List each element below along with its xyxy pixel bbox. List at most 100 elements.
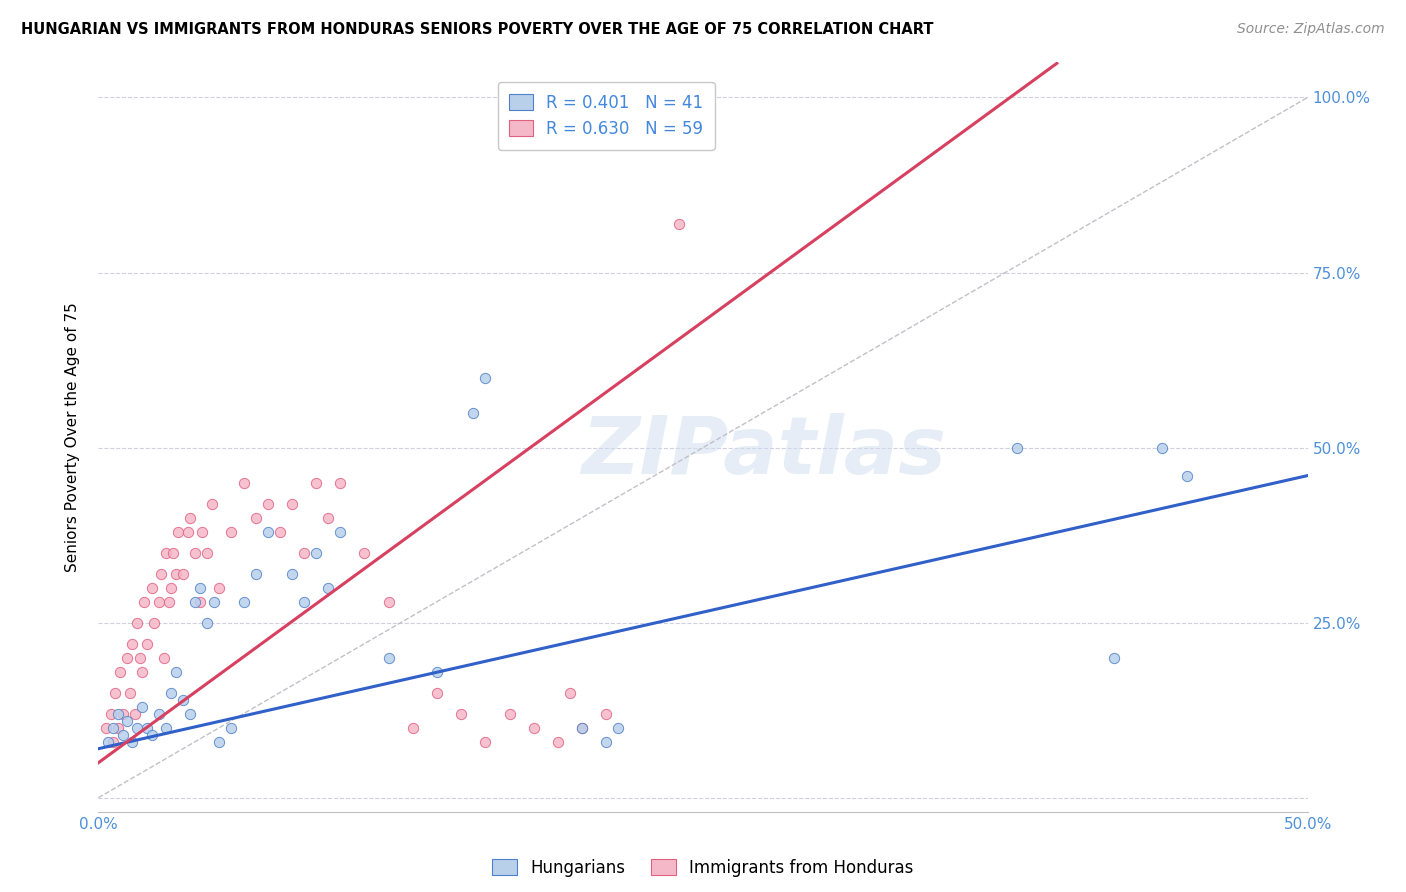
Point xyxy=(195,615,218,630)
Point xyxy=(150,566,173,581)
Point xyxy=(127,615,149,630)
Legend: Hungarians, Immigrants from Honduras: Hungarians, Immigrants from Honduras xyxy=(486,853,920,884)
Point xyxy=(104,686,127,700)
Point xyxy=(162,546,184,560)
Point xyxy=(177,524,200,539)
Point xyxy=(426,665,449,679)
Point xyxy=(135,637,157,651)
Point xyxy=(188,594,211,608)
Point xyxy=(377,650,399,665)
Point xyxy=(281,497,304,511)
Point xyxy=(100,706,122,721)
Point xyxy=(141,728,163,742)
Point xyxy=(135,721,157,735)
Point xyxy=(134,594,156,608)
Point xyxy=(131,665,153,679)
Point xyxy=(292,546,315,560)
Point xyxy=(101,734,124,748)
Text: HUNGARIAN VS IMMIGRANTS FROM HONDURAS SENIORS POVERTY OVER THE AGE OF 75 CORRELA: HUNGARIAN VS IMMIGRANTS FROM HONDURAS SE… xyxy=(21,22,934,37)
Point xyxy=(523,721,546,735)
Point xyxy=(1007,441,1029,455)
Point xyxy=(118,686,141,700)
Point xyxy=(221,524,243,539)
Point xyxy=(256,524,278,539)
Point xyxy=(232,594,254,608)
Point xyxy=(245,510,267,524)
Point xyxy=(305,475,328,490)
Point xyxy=(377,594,399,608)
Point xyxy=(107,721,129,735)
Point xyxy=(121,734,143,748)
Point xyxy=(547,734,569,748)
Point xyxy=(117,714,139,728)
Point xyxy=(571,721,593,735)
Point xyxy=(463,406,485,420)
Point xyxy=(155,546,177,560)
Point xyxy=(232,475,254,490)
Point xyxy=(172,692,194,706)
Point xyxy=(245,566,267,581)
Point xyxy=(195,546,218,560)
Point xyxy=(148,706,170,721)
Point xyxy=(167,524,190,539)
Point xyxy=(474,370,496,384)
Point xyxy=(607,721,630,735)
Point xyxy=(131,699,153,714)
Point xyxy=(595,706,617,721)
Point xyxy=(148,594,170,608)
Point xyxy=(107,706,129,721)
Point xyxy=(124,706,146,721)
Point xyxy=(160,686,183,700)
Point xyxy=(143,615,166,630)
Point xyxy=(316,510,339,524)
Point xyxy=(221,721,243,735)
Point xyxy=(1102,650,1125,665)
Point xyxy=(97,734,120,748)
Point xyxy=(111,728,134,742)
Text: Source: ZipAtlas.com: Source: ZipAtlas.com xyxy=(1237,22,1385,37)
Point xyxy=(668,217,690,231)
Point xyxy=(184,546,207,560)
Point xyxy=(157,594,180,608)
Point xyxy=(128,650,150,665)
Point xyxy=(165,566,187,581)
Point xyxy=(208,734,231,748)
Point xyxy=(184,594,207,608)
Point xyxy=(1175,468,1198,483)
Point xyxy=(101,721,124,735)
Point xyxy=(305,546,328,560)
Point xyxy=(498,706,520,721)
Point xyxy=(111,706,134,721)
Point xyxy=(269,524,291,539)
Point xyxy=(179,706,201,721)
Text: ZIPatlas: ZIPatlas xyxy=(581,413,946,491)
Y-axis label: Seniors Poverty Over the Age of 75: Seniors Poverty Over the Age of 75 xyxy=(65,302,80,572)
Point xyxy=(179,510,201,524)
Point xyxy=(188,581,211,595)
Point xyxy=(450,706,472,721)
Point xyxy=(155,721,177,735)
Point xyxy=(571,721,593,735)
Point xyxy=(1152,441,1174,455)
Point xyxy=(204,594,226,608)
Point xyxy=(329,475,352,490)
Point xyxy=(127,721,149,735)
Point xyxy=(117,650,139,665)
Point xyxy=(353,546,375,560)
Point xyxy=(160,581,183,595)
Point xyxy=(256,497,278,511)
Point xyxy=(141,581,163,595)
Point xyxy=(94,721,117,735)
Legend: R = 0.401   N = 41, R = 0.630   N = 59: R = 0.401 N = 41, R = 0.630 N = 59 xyxy=(498,82,714,150)
Point xyxy=(172,566,194,581)
Point xyxy=(108,665,131,679)
Point xyxy=(316,581,339,595)
Point xyxy=(191,524,214,539)
Point xyxy=(474,734,496,748)
Point xyxy=(292,594,315,608)
Point xyxy=(595,734,617,748)
Point xyxy=(121,637,143,651)
Point xyxy=(558,686,581,700)
Point xyxy=(165,665,187,679)
Point xyxy=(208,581,231,595)
